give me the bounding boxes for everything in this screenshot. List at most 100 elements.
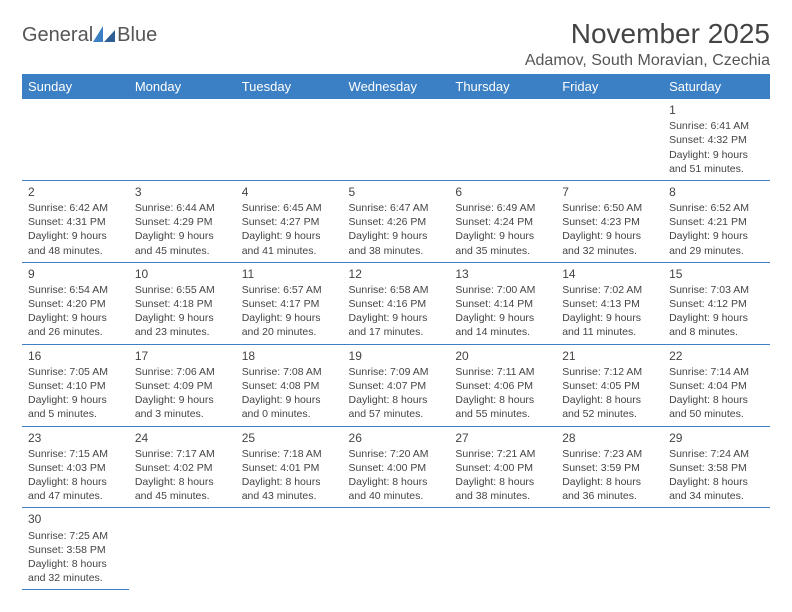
weekday-header: Tuesday xyxy=(236,74,343,99)
day-number: 2 xyxy=(28,184,123,200)
weekday-header: Sunday xyxy=(22,74,129,99)
sunrise-text: Sunrise: 7:17 AM xyxy=(135,447,230,461)
sunrise-text: Sunrise: 6:45 AM xyxy=(242,201,337,215)
calendar-week-row: 1Sunrise: 6:41 AMSunset: 4:32 PMDaylight… xyxy=(22,99,770,180)
sunrise-text: Sunrise: 7:20 AM xyxy=(349,447,444,461)
sunset-text: Sunset: 4:07 PM xyxy=(349,379,444,393)
calendar-cell: 7Sunrise: 6:50 AMSunset: 4:23 PMDaylight… xyxy=(556,180,663,262)
daylight-text: Daylight: 9 hours and 5 minutes. xyxy=(28,393,123,421)
daylight-text: Daylight: 9 hours and 48 minutes. xyxy=(28,229,123,257)
daylight-text: Daylight: 9 hours and 32 minutes. xyxy=(562,229,657,257)
calendar-week-row: 30Sunrise: 7:25 AMSunset: 3:58 PMDayligh… xyxy=(22,508,770,590)
sunrise-text: Sunrise: 6:57 AM xyxy=(242,283,337,297)
sunrise-text: Sunrise: 7:25 AM xyxy=(28,529,123,543)
calendar-cell: 11Sunrise: 6:57 AMSunset: 4:17 PMDayligh… xyxy=(236,262,343,344)
daylight-text: Daylight: 9 hours and 51 minutes. xyxy=(669,148,764,176)
sunset-text: Sunset: 4:24 PM xyxy=(455,215,550,229)
day-number: 1 xyxy=(669,102,764,118)
calendar-cell: 29Sunrise: 7:24 AMSunset: 3:58 PMDayligh… xyxy=(663,426,770,508)
calendar-cell: 14Sunrise: 7:02 AMSunset: 4:13 PMDayligh… xyxy=(556,262,663,344)
sunrise-text: Sunrise: 7:05 AM xyxy=(28,365,123,379)
day-number: 28 xyxy=(562,430,657,446)
sunset-text: Sunset: 4:05 PM xyxy=(562,379,657,393)
sunrise-text: Sunrise: 6:47 AM xyxy=(349,201,444,215)
sunrise-text: Sunrise: 6:42 AM xyxy=(28,201,123,215)
sunrise-text: Sunrise: 6:54 AM xyxy=(28,283,123,297)
calendar-cell-empty xyxy=(129,508,236,590)
calendar-cell: 1Sunrise: 6:41 AMSunset: 4:32 PMDaylight… xyxy=(663,99,770,180)
sunrise-text: Sunrise: 7:02 AM xyxy=(562,283,657,297)
day-number: 14 xyxy=(562,266,657,282)
sunset-text: Sunset: 4:31 PM xyxy=(28,215,123,229)
day-number: 16 xyxy=(28,348,123,364)
sunset-text: Sunset: 4:03 PM xyxy=(28,461,123,475)
header: General Blue November 2025 Adamov, South… xyxy=(22,18,770,70)
sunset-text: Sunset: 4:02 PM xyxy=(135,461,230,475)
sunset-text: Sunset: 4:13 PM xyxy=(562,297,657,311)
sunset-text: Sunset: 4:08 PM xyxy=(242,379,337,393)
calendar-cell: 6Sunrise: 6:49 AMSunset: 4:24 PMDaylight… xyxy=(449,180,556,262)
day-number: 13 xyxy=(455,266,550,282)
day-number: 6 xyxy=(455,184,550,200)
day-number: 18 xyxy=(242,348,337,364)
day-number: 3 xyxy=(135,184,230,200)
sunset-text: Sunset: 4:00 PM xyxy=(349,461,444,475)
calendar-cell: 23Sunrise: 7:15 AMSunset: 4:03 PMDayligh… xyxy=(22,426,129,508)
calendar-cell-empty xyxy=(343,99,450,180)
day-number: 24 xyxy=(135,430,230,446)
sunset-text: Sunset: 4:09 PM xyxy=(135,379,230,393)
day-number: 8 xyxy=(669,184,764,200)
calendar-week-row: 2Sunrise: 6:42 AMSunset: 4:31 PMDaylight… xyxy=(22,180,770,262)
calendar-cell: 18Sunrise: 7:08 AMSunset: 4:08 PMDayligh… xyxy=(236,344,343,426)
sunset-text: Sunset: 4:29 PM xyxy=(135,215,230,229)
daylight-text: Daylight: 8 hours and 52 minutes. xyxy=(562,393,657,421)
sunset-text: Sunset: 4:00 PM xyxy=(455,461,550,475)
day-number: 23 xyxy=(28,430,123,446)
sunrise-text: Sunrise: 6:49 AM xyxy=(455,201,550,215)
day-number: 26 xyxy=(349,430,444,446)
daylight-text: Daylight: 9 hours and 38 minutes. xyxy=(349,229,444,257)
sunrise-text: Sunrise: 6:44 AM xyxy=(135,201,230,215)
sunset-text: Sunset: 4:18 PM xyxy=(135,297,230,311)
calendar-cell: 5Sunrise: 6:47 AMSunset: 4:26 PMDaylight… xyxy=(343,180,450,262)
sunrise-text: Sunrise: 7:18 AM xyxy=(242,447,337,461)
weekday-header: Thursday xyxy=(449,74,556,99)
sunrise-text: Sunrise: 7:06 AM xyxy=(135,365,230,379)
title-block: November 2025 Adamov, South Moravian, Cz… xyxy=(525,18,770,70)
daylight-text: Daylight: 9 hours and 45 minutes. xyxy=(135,229,230,257)
daylight-text: Daylight: 9 hours and 20 minutes. xyxy=(242,311,337,339)
calendar-cell: 2Sunrise: 6:42 AMSunset: 4:31 PMDaylight… xyxy=(22,180,129,262)
sunset-text: Sunset: 3:58 PM xyxy=(28,543,123,557)
sunset-text: Sunset: 4:17 PM xyxy=(242,297,337,311)
calendar-cell: 21Sunrise: 7:12 AMSunset: 4:05 PMDayligh… xyxy=(556,344,663,426)
day-number: 27 xyxy=(455,430,550,446)
day-number: 22 xyxy=(669,348,764,364)
sunset-text: Sunset: 4:14 PM xyxy=(455,297,550,311)
sunrise-text: Sunrise: 7:09 AM xyxy=(349,365,444,379)
calendar-cell: 19Sunrise: 7:09 AMSunset: 4:07 PMDayligh… xyxy=(343,344,450,426)
daylight-text: Daylight: 9 hours and 8 minutes. xyxy=(669,311,764,339)
calendar-cell-empty xyxy=(663,508,770,590)
day-number: 30 xyxy=(28,511,123,527)
sunset-text: Sunset: 4:01 PM xyxy=(242,461,337,475)
calendar-cell-empty xyxy=(129,99,236,180)
calendar-cell: 9Sunrise: 6:54 AMSunset: 4:20 PMDaylight… xyxy=(22,262,129,344)
sunrise-text: Sunrise: 7:03 AM xyxy=(669,283,764,297)
sunrise-text: Sunrise: 7:08 AM xyxy=(242,365,337,379)
daylight-text: Daylight: 8 hours and 50 minutes. xyxy=(669,393,764,421)
daylight-text: Daylight: 8 hours and 57 minutes. xyxy=(349,393,444,421)
day-number: 4 xyxy=(242,184,337,200)
logo: General Blue xyxy=(22,24,157,47)
sunrise-text: Sunrise: 7:23 AM xyxy=(562,447,657,461)
calendar-cell: 13Sunrise: 7:00 AMSunset: 4:14 PMDayligh… xyxy=(449,262,556,344)
sunset-text: Sunset: 4:23 PM xyxy=(562,215,657,229)
day-number: 10 xyxy=(135,266,230,282)
daylight-text: Daylight: 8 hours and 38 minutes. xyxy=(455,475,550,503)
weekday-header: Saturday xyxy=(663,74,770,99)
daylight-text: Daylight: 9 hours and 26 minutes. xyxy=(28,311,123,339)
weekday-header: Monday xyxy=(129,74,236,99)
calendar-cell: 8Sunrise: 6:52 AMSunset: 4:21 PMDaylight… xyxy=(663,180,770,262)
calendar-cell-empty xyxy=(556,99,663,180)
daylight-text: Daylight: 9 hours and 29 minutes. xyxy=(669,229,764,257)
calendar-cell: 20Sunrise: 7:11 AMSunset: 4:06 PMDayligh… xyxy=(449,344,556,426)
